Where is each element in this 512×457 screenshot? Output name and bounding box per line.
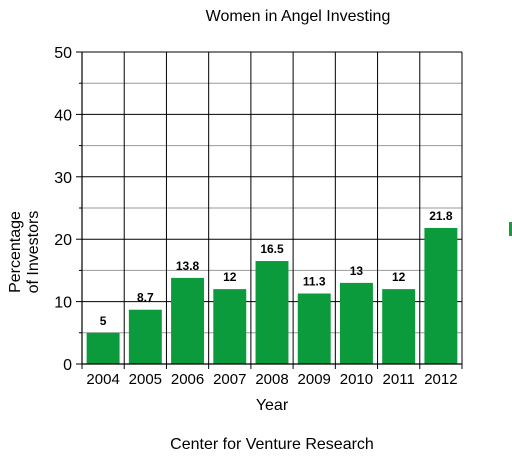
- bars: [86, 227, 458, 364]
- bar-value-label: 5: [100, 314, 107, 328]
- y-tick-label: 10: [54, 295, 72, 312]
- bar: [128, 309, 162, 364]
- x-tick-label: 2010: [340, 371, 373, 388]
- y-tick-label: 50: [54, 45, 72, 62]
- y-tick-label: 0: [63, 357, 72, 374]
- chart-title: Women in Angel Investing: [205, 8, 391, 25]
- x-tick-label: 2006: [171, 371, 204, 388]
- bar-value-label: 8.7: [137, 291, 154, 305]
- x-tick-label: 2007: [213, 371, 246, 388]
- legend-swatch: [509, 222, 512, 236]
- bar: [339, 282, 373, 364]
- x-axis-label: Year: [255, 397, 289, 414]
- bar: [424, 227, 458, 364]
- y-tick-label: 30: [54, 170, 72, 187]
- bar: [171, 277, 205, 364]
- x-tick-label: 2009: [298, 371, 331, 388]
- bar-value-label: 12: [392, 270, 406, 284]
- bar: [86, 332, 120, 364]
- x-tick-label: 2011: [383, 371, 415, 388]
- x-tick-label: 2012: [424, 371, 457, 388]
- y-tick-label: 20: [54, 232, 72, 249]
- bar: [255, 261, 289, 364]
- bar-value-label: 16.5: [260, 242, 284, 256]
- x-tick-label: 2005: [129, 371, 162, 388]
- bar-value-label: 21.8: [429, 209, 453, 223]
- bar: [213, 289, 247, 364]
- axes: [76, 51, 463, 369]
- labels: 5 2004 8.7 2005 13.8 2006 12 2007 16.5 2008 11.3 20…: [54, 45, 457, 388]
- bar-value-label: 13: [350, 264, 364, 278]
- bar: [297, 293, 331, 364]
- bar-value-label: 11.3: [303, 274, 326, 288]
- x-tick-label: 2004: [86, 371, 119, 388]
- source-note: Center for Venture Research: [170, 436, 374, 453]
- y-tick-label: 40: [54, 107, 72, 124]
- x-tick-label: 2008: [255, 371, 288, 388]
- bar-value-label: 12: [223, 270, 237, 284]
- bar: [382, 289, 416, 364]
- bar-value-label: 13.8: [176, 259, 200, 273]
